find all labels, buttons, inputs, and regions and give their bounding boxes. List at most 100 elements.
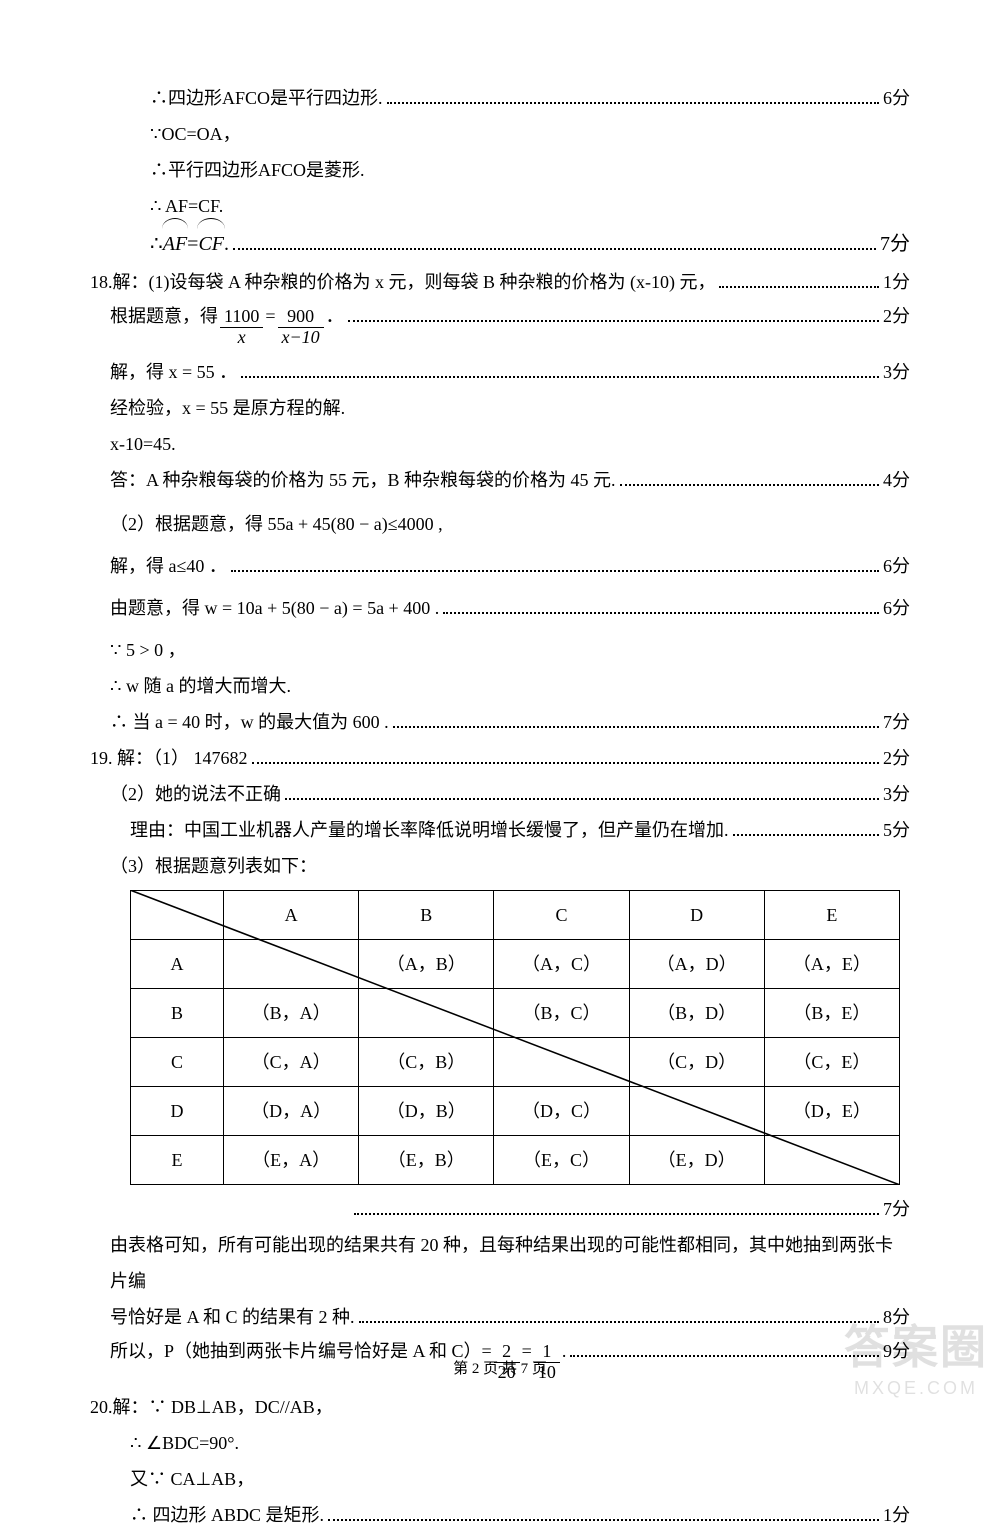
table-cell: （A，B） — [359, 939, 494, 988]
score: 6分 — [883, 80, 910, 116]
prefix: ∴ — [150, 224, 163, 264]
line-14: 由题意，得 w = 10a + 5(80 − a) = 5a + 400 . 6… — [90, 590, 910, 626]
line-29: ∴ 四边形 ABDC 是矩形. 1分 — [90, 1497, 910, 1533]
table-cell: （D，B） — [359, 1086, 494, 1135]
tail: . — [224, 224, 229, 264]
leader-dots — [328, 1505, 879, 1521]
page-container: ∴四边形AFCO是平行四边形. 6分 ∵OC=OA， ∴平行四边形AFCO是菱形… — [0, 0, 1000, 1414]
table-cell: E — [131, 1135, 224, 1184]
line-19: （2）她的说法不正确 3分 — [90, 776, 910, 812]
den: x — [220, 328, 263, 348]
leader-dots — [252, 748, 880, 764]
line-23: 由表格可知，所有可能出现的结果共有 20 种，且每种结果出现的可能性都相同，其中… — [90, 1227, 910, 1299]
num: 1100 — [220, 307, 263, 328]
table-header-cell: B — [359, 890, 494, 939]
line-20: 理由：中国工业机器人产量的增长率降低说明增长缓慢了，但产量仍在增加. 5分 — [90, 812, 910, 848]
table-cell: （E，C） — [494, 1135, 629, 1184]
leader-dots — [348, 306, 879, 322]
text: 经检验，x = 55 是原方程的解. — [110, 390, 345, 426]
leader-dots — [233, 232, 876, 250]
score: 8分 — [883, 1299, 910, 1335]
table-header-cell: E — [764, 890, 899, 939]
table-cell — [764, 1135, 899, 1184]
line-1: ∴四边形AFCO是平行四边形. 6分 — [90, 80, 910, 116]
text: 解，得 a≤40 ． — [110, 548, 227, 584]
text: ∴ w 随 a 的增大而增大. — [110, 668, 291, 704]
score: 1分 — [883, 1497, 910, 1533]
text: ∵OC=OA， — [150, 116, 241, 152]
table-cell: （B，C） — [494, 988, 629, 1037]
score: 3分 — [883, 776, 910, 812]
line-15: ∵ 5 > 0 ， — [90, 632, 910, 668]
text: 又∵ CA⊥AB， — [130, 1461, 254, 1497]
line-3: ∴平行四边形AFCO是菱形. — [90, 152, 910, 188]
leader-dots — [719, 272, 879, 288]
score: 6分 — [883, 548, 910, 584]
leader-dots — [241, 362, 879, 378]
tail: ． — [326, 306, 344, 328]
table-cell: （E，B） — [359, 1135, 494, 1184]
line-6: 18.解：(1)设每袋 A 种杂粮的价格为 x 元，则每袋 B 种杂粮的价格为 … — [90, 264, 910, 300]
prefix: 根据题意，得 — [110, 306, 218, 328]
line-28: 又∵ CA⊥AB， — [90, 1461, 910, 1497]
score: 4分 — [883, 462, 910, 498]
text: x-10=45. — [110, 426, 176, 462]
table-cell: （D，C） — [494, 1086, 629, 1135]
table-cell: （B，D） — [629, 988, 764, 1037]
page-footer: 第 2 页 共 7 页 — [0, 1354, 1000, 1384]
table-cell: （A，C） — [494, 939, 629, 988]
den: x−10 — [278, 328, 324, 348]
leader-dots — [354, 1199, 879, 1215]
score: 1分 — [883, 264, 910, 300]
line-11: 答：A 种杂粮每袋的价格为 55 元，B 种杂粮每袋的价格为 45 元. 4分 — [90, 462, 910, 498]
frac-2: 900x−10 — [278, 307, 324, 348]
table-cell: （D，E） — [764, 1086, 899, 1135]
table-cell: （E，A） — [224, 1135, 359, 1184]
table-cell: （B，A） — [224, 988, 359, 1037]
text: （2）根据题意，得 55a + 45(80 − a)≤4000 , — [110, 506, 443, 542]
table-cell: B — [131, 988, 224, 1037]
line-9: 经检验，x = 55 是原方程的解. — [90, 390, 910, 426]
table-cell — [494, 1037, 629, 1086]
line-10: x-10=45. — [90, 426, 910, 462]
text: 19. 解：（1） 147682 — [90, 740, 248, 776]
table-cell: （C，E） — [764, 1037, 899, 1086]
leader-dots — [359, 1307, 879, 1323]
line-8: 解，得 x = 55 ． 3分 — [90, 354, 910, 390]
table-cell: （A，E） — [764, 939, 899, 988]
leader-dots — [620, 470, 879, 486]
table-cell: （C，A） — [224, 1037, 359, 1086]
table-cell — [629, 1086, 764, 1135]
leader-dots — [733, 820, 880, 836]
leader-dots — [285, 784, 879, 800]
text: ∴ 当 a = 40 时，w 的最大值为 600 . — [110, 704, 389, 740]
score: 2分 — [883, 740, 910, 776]
text: ∴ 四边形 ABDC 是矩形. — [130, 1497, 324, 1533]
line-21: （3）根据题意列表如下： — [90, 848, 910, 884]
leader-dots — [387, 88, 879, 104]
text: 理由：中国工业机器人产量的增长率降低说明增长缓慢了，但产量仍在增加. — [130, 812, 729, 848]
text: 由题意，得 w = 10a + 5(80 − a) = 5a + 400 . — [110, 590, 439, 626]
line-27: ∴ ∠BDC=90°. — [90, 1425, 910, 1461]
eq: = — [265, 306, 275, 328]
line-5: ∴ AF = CF . 7分 — [90, 224, 910, 264]
frac-1: 1100x — [220, 307, 263, 348]
text: ∴四边形AFCO是平行四边形. — [150, 80, 383, 116]
probability-table-wrap: ABCDEA（A，B）（A，C）（A，D）（A，E）B（B，A）（B，C）（B，… — [130, 890, 900, 1185]
line-22: 7分 — [350, 1191, 910, 1227]
text: ∴ ∠BDC=90°. — [130, 1425, 239, 1461]
text: ∵ 5 > 0 ， — [110, 632, 186, 668]
score: 5分 — [883, 812, 910, 848]
arc-af: AF — [163, 224, 187, 264]
line-13: 解，得 a≤40 ． 6分 — [90, 548, 910, 584]
table-cell: D — [131, 1086, 224, 1135]
table-cell — [224, 939, 359, 988]
text: 20.解：∵ DB⊥AB，DC//AB， — [90, 1389, 333, 1425]
table-cell: （E，D） — [629, 1135, 764, 1184]
table-header-cell — [131, 890, 224, 939]
table-header-cell: A — [224, 890, 359, 939]
line-18: 19. 解：（1） 147682 2分 — [90, 740, 910, 776]
score: 6分 — [883, 590, 910, 626]
table-cell: （A，D） — [629, 939, 764, 988]
line-24: 号恰好是 A 和 C 的结果有 2 种. 8分 — [90, 1299, 910, 1335]
